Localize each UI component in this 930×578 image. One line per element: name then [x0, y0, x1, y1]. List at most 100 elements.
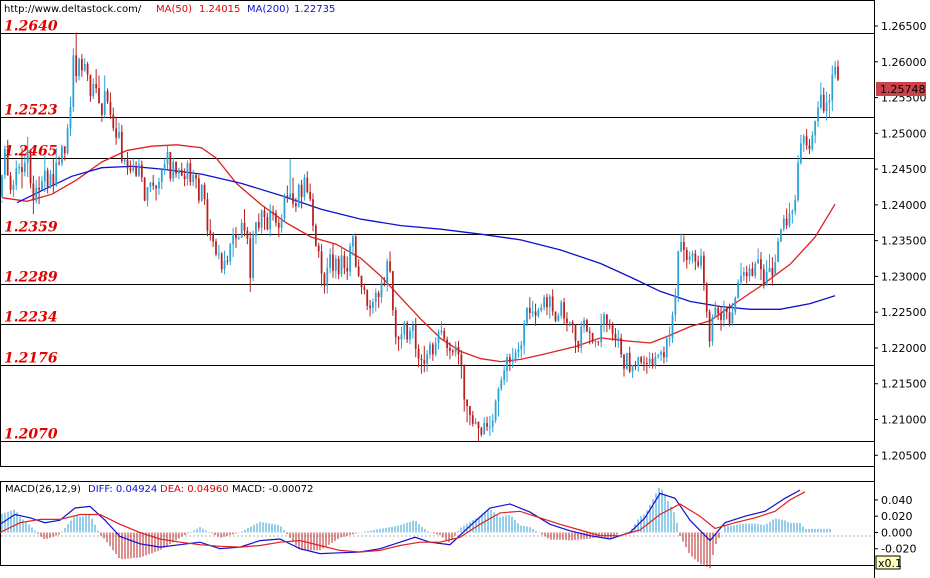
candle-bear	[38, 187, 40, 190]
candle-bull	[172, 161, 175, 179]
candle-bear	[366, 290, 369, 306]
candle-bear	[363, 287, 366, 291]
candle-bull	[41, 181, 43, 190]
candle-bear	[63, 146, 66, 154]
candle-bear	[808, 145, 811, 150]
candle-bear	[292, 193, 294, 204]
candle-bull	[580, 326, 583, 348]
candle-bull	[831, 74, 834, 101]
candle-bear	[52, 174, 55, 186]
candle-bull	[737, 282, 740, 298]
macd-diff-line	[0, 489, 801, 555]
candle-bear	[771, 267, 774, 276]
candle-bear	[683, 242, 685, 250]
candle-bear	[343, 255, 346, 268]
candle-bull	[677, 251, 680, 296]
candle-bull	[817, 107, 819, 122]
candle-bull	[61, 146, 63, 164]
candlesticks	[1, 32, 839, 441]
candle-bear	[180, 169, 183, 176]
candle-bear	[135, 167, 137, 176]
candle-bear	[226, 260, 229, 262]
level-label-1.2070: 1.2070	[4, 427, 58, 443]
candle-bull	[625, 352, 628, 369]
candle-bear	[323, 273, 326, 286]
candle-bull	[802, 136, 805, 144]
last-price-tag-bg	[876, 82, 926, 96]
candle-bear	[98, 88, 100, 104]
candle-bull	[497, 388, 500, 401]
candle-bear	[708, 311, 711, 342]
candle-bull	[386, 261, 389, 285]
candle-bull	[78, 58, 80, 77]
candle-bull	[674, 295, 677, 316]
candle-bull	[429, 344, 431, 355]
candle-bear	[614, 333, 617, 340]
candle-bear	[306, 177, 309, 193]
candle-bear	[571, 322, 574, 326]
candle-bull	[66, 128, 69, 154]
candle-bear	[785, 218, 788, 226]
main-plot-frame	[0, 0, 875, 467]
macd-value: MACD: -0.00072	[232, 484, 313, 495]
candle-bear	[546, 297, 548, 308]
candle-bull	[691, 253, 694, 257]
candle-bull	[3, 149, 6, 175]
candle-bull	[252, 235, 254, 278]
candle-bull	[334, 258, 337, 271]
candle-bull	[788, 213, 791, 226]
candle-bear	[705, 283, 708, 312]
candle-bear	[75, 55, 78, 77]
candle-bull	[163, 164, 166, 170]
candle-bull	[92, 83, 95, 97]
candle-bear	[272, 212, 274, 214]
candle-bear	[694, 253, 697, 262]
macd-axis: 0.040 0.020 0.000 -0.020	[874, 494, 916, 556]
candle-bear	[446, 339, 448, 348]
candle-bear	[466, 399, 468, 406]
candle-bull	[503, 370, 506, 381]
candle-bear	[460, 354, 463, 366]
candle-bull	[146, 187, 149, 201]
candle-bear	[554, 311, 557, 321]
macd-tick-label: 0.040	[881, 494, 913, 507]
candle-bull	[340, 255, 343, 275]
candle-bull	[232, 234, 234, 245]
candle-bear	[317, 245, 320, 252]
candle-bull	[280, 218, 283, 228]
candle-bull	[440, 330, 443, 333]
candle-bear	[720, 313, 722, 321]
price-tick-label: 1.22000	[881, 342, 927, 355]
candle-bear	[9, 175, 12, 190]
candle-bull	[240, 222, 243, 238]
candle-bull	[352, 236, 354, 247]
candle-bear	[203, 184, 206, 200]
candle-bull	[600, 324, 603, 343]
candle-bear	[663, 352, 665, 358]
candle-bull	[409, 330, 411, 340]
candle-bear	[21, 166, 23, 172]
candle-bull	[403, 322, 406, 335]
level-label-1.2359: 1.2359	[4, 220, 58, 236]
candle-bear	[685, 249, 688, 260]
candle-bear	[312, 199, 314, 226]
candle-bull	[765, 272, 768, 286]
candle-bear	[320, 251, 323, 274]
candle-bear	[263, 210, 266, 218]
macd-tick-label: 0.020	[881, 510, 913, 523]
candle-bear	[195, 174, 197, 179]
price-tick-label: 1.26500	[881, 20, 927, 33]
candle-bull	[654, 356, 657, 366]
macd-dea-value: DEA: 0.04960	[160, 484, 229, 495]
candle-bull	[814, 121, 817, 136]
candle-bear	[394, 310, 397, 338]
candle-bull	[326, 267, 329, 286]
candle-bear	[257, 222, 260, 228]
candle-bull	[494, 400, 497, 421]
candle-bear	[392, 271, 394, 311]
candle-bear	[805, 136, 808, 146]
candle-bear	[243, 222, 246, 231]
candle-bull	[454, 346, 457, 353]
candle-bull	[400, 334, 403, 340]
candle-bear	[645, 362, 648, 364]
